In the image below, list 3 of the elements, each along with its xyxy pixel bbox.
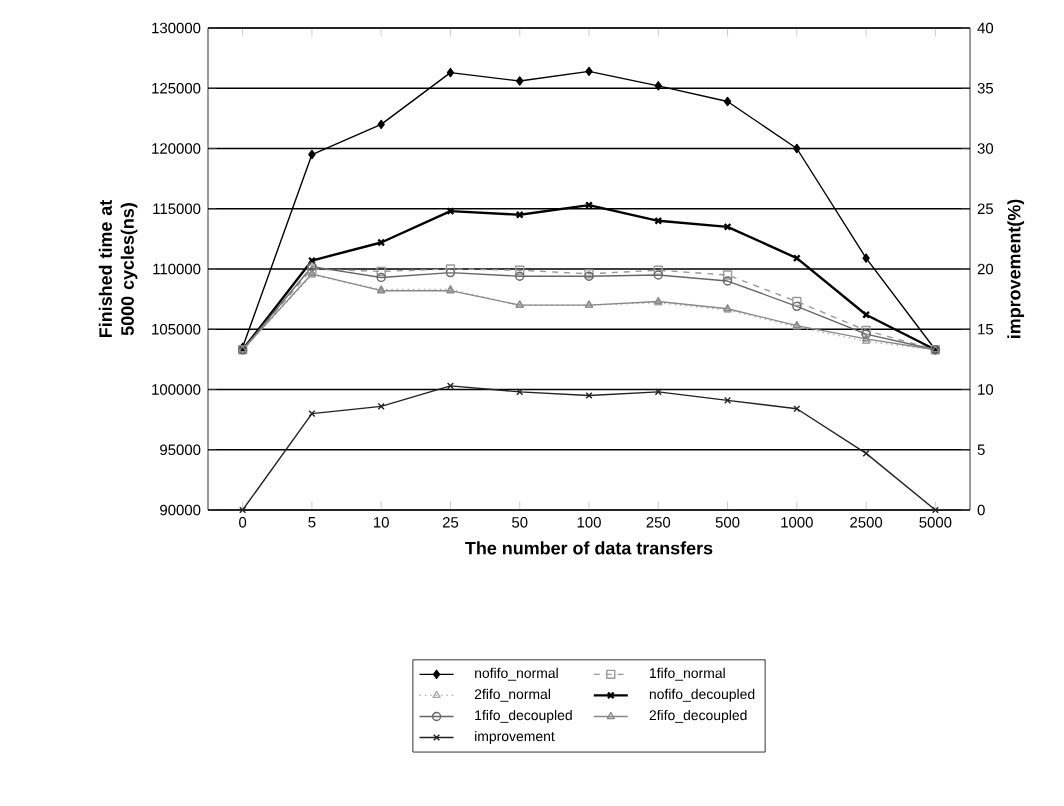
y2-axis-title: improvement(%) bbox=[1007, 199, 1025, 338]
x-axis-title: The number of data transfers bbox=[465, 541, 713, 555]
y-axis-title: Finished time at 5000 cycles(ns) bbox=[98, 199, 138, 338]
